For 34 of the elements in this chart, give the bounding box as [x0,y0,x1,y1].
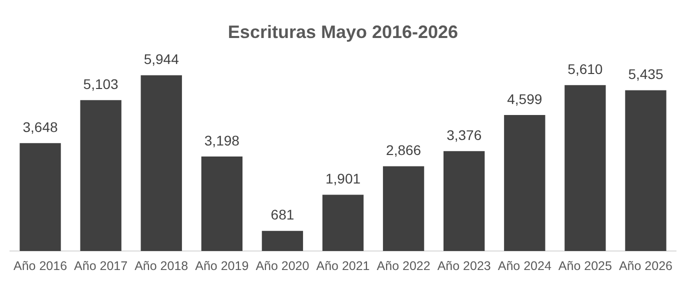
x-tick-label: Año 2020 [256,258,310,273]
x-tick-label: Año 2021 [316,258,370,273]
x-tick-label: Año 2019 [195,258,249,273]
data-label: 681 [270,206,294,223]
data-label: 3,198 [204,132,240,148]
chart-title: Escrituras Mayo 2016-2026 [228,22,458,42]
data-label: 5,944 [144,51,180,68]
bar [382,166,424,251]
x-tick-label: Año 2024 [498,258,552,273]
x-tick-label: Año 2017 [74,258,128,273]
x-tick-label: Año 2018 [134,258,188,273]
bar [262,230,304,251]
data-label: 5,610 [568,60,603,77]
data-label: 3,376 [446,127,482,144]
data-label: 5,435 [628,66,664,82]
bar [625,90,666,251]
bar [20,143,61,251]
bar [564,85,606,251]
x-tick-label: Año 2016 [14,258,68,273]
x-tick-label: Año 2022 [376,258,430,273]
data-label: 2,866 [386,142,422,158]
bar [504,115,546,251]
bar [322,194,364,251]
bar [80,100,122,251]
bar [201,156,242,251]
data-label: 5,103 [83,76,119,92]
data-label: 1,901 [325,170,361,187]
x-tick-label: Año 2023 [437,258,491,273]
x-tick-label: Año 2025 [558,258,612,273]
bar [140,75,182,251]
data-label: 4,599 [507,90,542,107]
data-label: 3,648 [22,119,58,135]
x-tick-label: Año 2026 [618,258,673,273]
bar [444,151,485,251]
